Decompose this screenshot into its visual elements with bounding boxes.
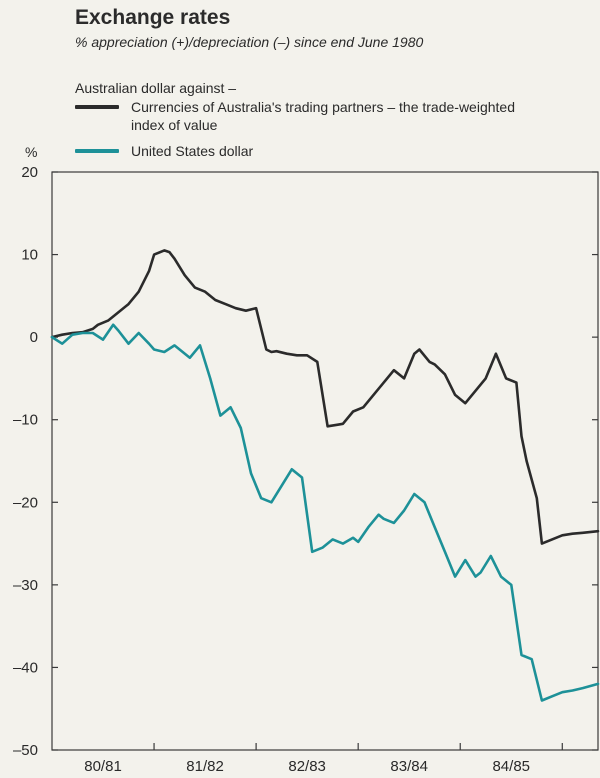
chart-title: Exchange rates xyxy=(75,6,231,29)
legend-entry-usd: United States dollar xyxy=(75,142,521,160)
y-tick-label: 0 xyxy=(30,329,38,346)
x-tick-label: 83/84 xyxy=(390,758,428,775)
legend-title: Australian dollar against – xyxy=(75,80,237,96)
y-tick-label: –40 xyxy=(13,659,38,676)
series-line-usd xyxy=(50,323,600,702)
legend-label-twi: Currencies of Australia's trading partne… xyxy=(131,99,515,133)
legend-swatch-usd xyxy=(75,149,119,153)
series-line-twi xyxy=(50,249,600,545)
y-tick-label: –10 xyxy=(13,412,38,429)
legend-swatch-twi xyxy=(75,105,119,109)
y-tick-label: 10 xyxy=(21,247,38,264)
x-tick-label: 80/81 xyxy=(84,758,122,775)
x-tick-label: 82/83 xyxy=(288,758,326,775)
chart-subtitle: % appreciation (+)/depreciation (–) sinc… xyxy=(75,34,424,50)
y-tick-label: –30 xyxy=(13,577,38,594)
x-tick-label: 81/82 xyxy=(186,758,224,775)
y-tick-label: 20 xyxy=(21,164,38,181)
plot-frame xyxy=(51,171,599,751)
legend-entry-twi: Currencies of Australia's trading partne… xyxy=(75,98,521,134)
y-tick-label: –50 xyxy=(13,742,38,759)
y-tick-label: –20 xyxy=(13,494,38,511)
y-axis-label: % xyxy=(25,144,37,160)
x-tick-label: 84/85 xyxy=(492,758,530,775)
legend-label-usd: United States dollar xyxy=(131,143,254,159)
